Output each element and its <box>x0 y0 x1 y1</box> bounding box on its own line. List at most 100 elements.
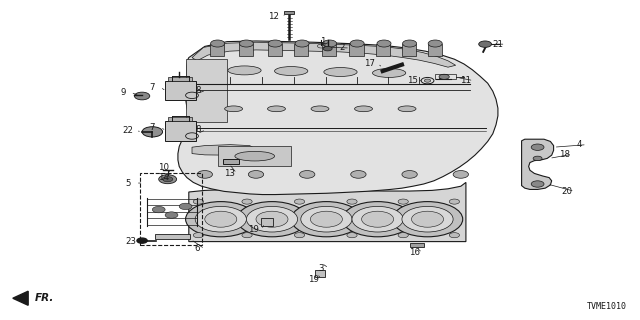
Circle shape <box>197 171 212 178</box>
Circle shape <box>453 171 468 178</box>
Circle shape <box>347 199 357 204</box>
Circle shape <box>137 238 147 243</box>
Circle shape <box>195 206 246 232</box>
Circle shape <box>294 233 305 238</box>
Circle shape <box>323 40 337 47</box>
Circle shape <box>294 199 305 204</box>
Bar <box>410 243 424 247</box>
Circle shape <box>256 211 288 227</box>
Polygon shape <box>192 145 256 155</box>
Bar <box>223 159 239 164</box>
Text: 3: 3 <box>319 264 324 273</box>
Bar <box>376 44 390 56</box>
Circle shape <box>239 40 253 47</box>
Text: 18: 18 <box>559 150 570 159</box>
Circle shape <box>402 171 417 178</box>
Ellipse shape <box>228 66 261 75</box>
Circle shape <box>193 233 204 238</box>
Circle shape <box>412 211 444 227</box>
Bar <box>210 44 224 56</box>
Ellipse shape <box>355 106 372 112</box>
Circle shape <box>342 202 413 237</box>
Circle shape <box>242 199 252 204</box>
Bar <box>140 173 202 245</box>
Circle shape <box>428 40 442 47</box>
Text: 22: 22 <box>122 126 134 135</box>
Ellipse shape <box>372 68 406 77</box>
Text: 16: 16 <box>409 248 420 257</box>
Circle shape <box>186 202 256 237</box>
Bar <box>349 44 364 56</box>
Bar <box>165 81 196 100</box>
Circle shape <box>193 199 204 204</box>
Circle shape <box>402 206 453 232</box>
Polygon shape <box>189 182 466 242</box>
Circle shape <box>205 211 237 227</box>
Circle shape <box>392 202 463 237</box>
Circle shape <box>439 74 449 79</box>
Circle shape <box>159 175 177 184</box>
Text: 5: 5 <box>125 179 131 188</box>
Bar <box>168 117 192 121</box>
Circle shape <box>268 40 282 47</box>
Text: 21: 21 <box>492 40 504 49</box>
Circle shape <box>350 40 364 47</box>
Polygon shape <box>522 139 554 189</box>
Circle shape <box>531 181 544 187</box>
Bar <box>155 234 190 239</box>
Text: 10: 10 <box>157 164 169 172</box>
Bar <box>402 44 416 56</box>
Text: 23: 23 <box>125 237 137 246</box>
Circle shape <box>403 40 417 47</box>
Circle shape <box>449 199 460 204</box>
Text: 7: 7 <box>150 83 155 92</box>
Ellipse shape <box>324 68 357 76</box>
Text: 14: 14 <box>157 173 169 182</box>
Bar <box>218 146 291 166</box>
Text: 13: 13 <box>223 169 235 178</box>
Bar <box>284 11 294 14</box>
Text: 8: 8 <box>196 86 201 95</box>
Circle shape <box>295 40 309 47</box>
Circle shape <box>351 171 366 178</box>
Ellipse shape <box>398 106 416 112</box>
Circle shape <box>479 41 492 47</box>
Text: 11: 11 <box>460 76 472 85</box>
Circle shape <box>398 199 408 204</box>
Text: 9: 9 <box>120 88 125 97</box>
Text: 6: 6 <box>195 244 200 253</box>
Ellipse shape <box>311 106 329 112</box>
Polygon shape <box>178 41 498 195</box>
Circle shape <box>248 171 264 178</box>
Circle shape <box>246 206 298 232</box>
Circle shape <box>301 206 352 232</box>
Text: 19: 19 <box>248 225 259 234</box>
Text: 1: 1 <box>320 37 325 46</box>
Bar <box>322 44 336 56</box>
Circle shape <box>165 212 178 218</box>
Circle shape <box>424 79 431 82</box>
Circle shape <box>179 203 192 210</box>
Circle shape <box>211 40 225 47</box>
Text: 20: 20 <box>561 187 573 196</box>
Circle shape <box>533 156 542 161</box>
Bar <box>168 77 192 81</box>
Text: 4: 4 <box>577 140 582 149</box>
Text: TVME1010: TVME1010 <box>588 302 627 311</box>
Ellipse shape <box>275 67 308 76</box>
Circle shape <box>163 177 173 182</box>
Text: 17: 17 <box>364 59 376 68</box>
Bar <box>428 44 442 56</box>
Circle shape <box>134 92 150 100</box>
Circle shape <box>291 202 362 237</box>
Bar <box>268 44 282 56</box>
Circle shape <box>242 233 252 238</box>
Circle shape <box>531 144 544 150</box>
Bar <box>315 270 325 277</box>
Circle shape <box>352 206 403 232</box>
Circle shape <box>449 233 460 238</box>
Circle shape <box>142 127 163 137</box>
Bar <box>186 59 227 122</box>
Text: 8: 8 <box>196 125 201 134</box>
Bar <box>165 121 196 141</box>
